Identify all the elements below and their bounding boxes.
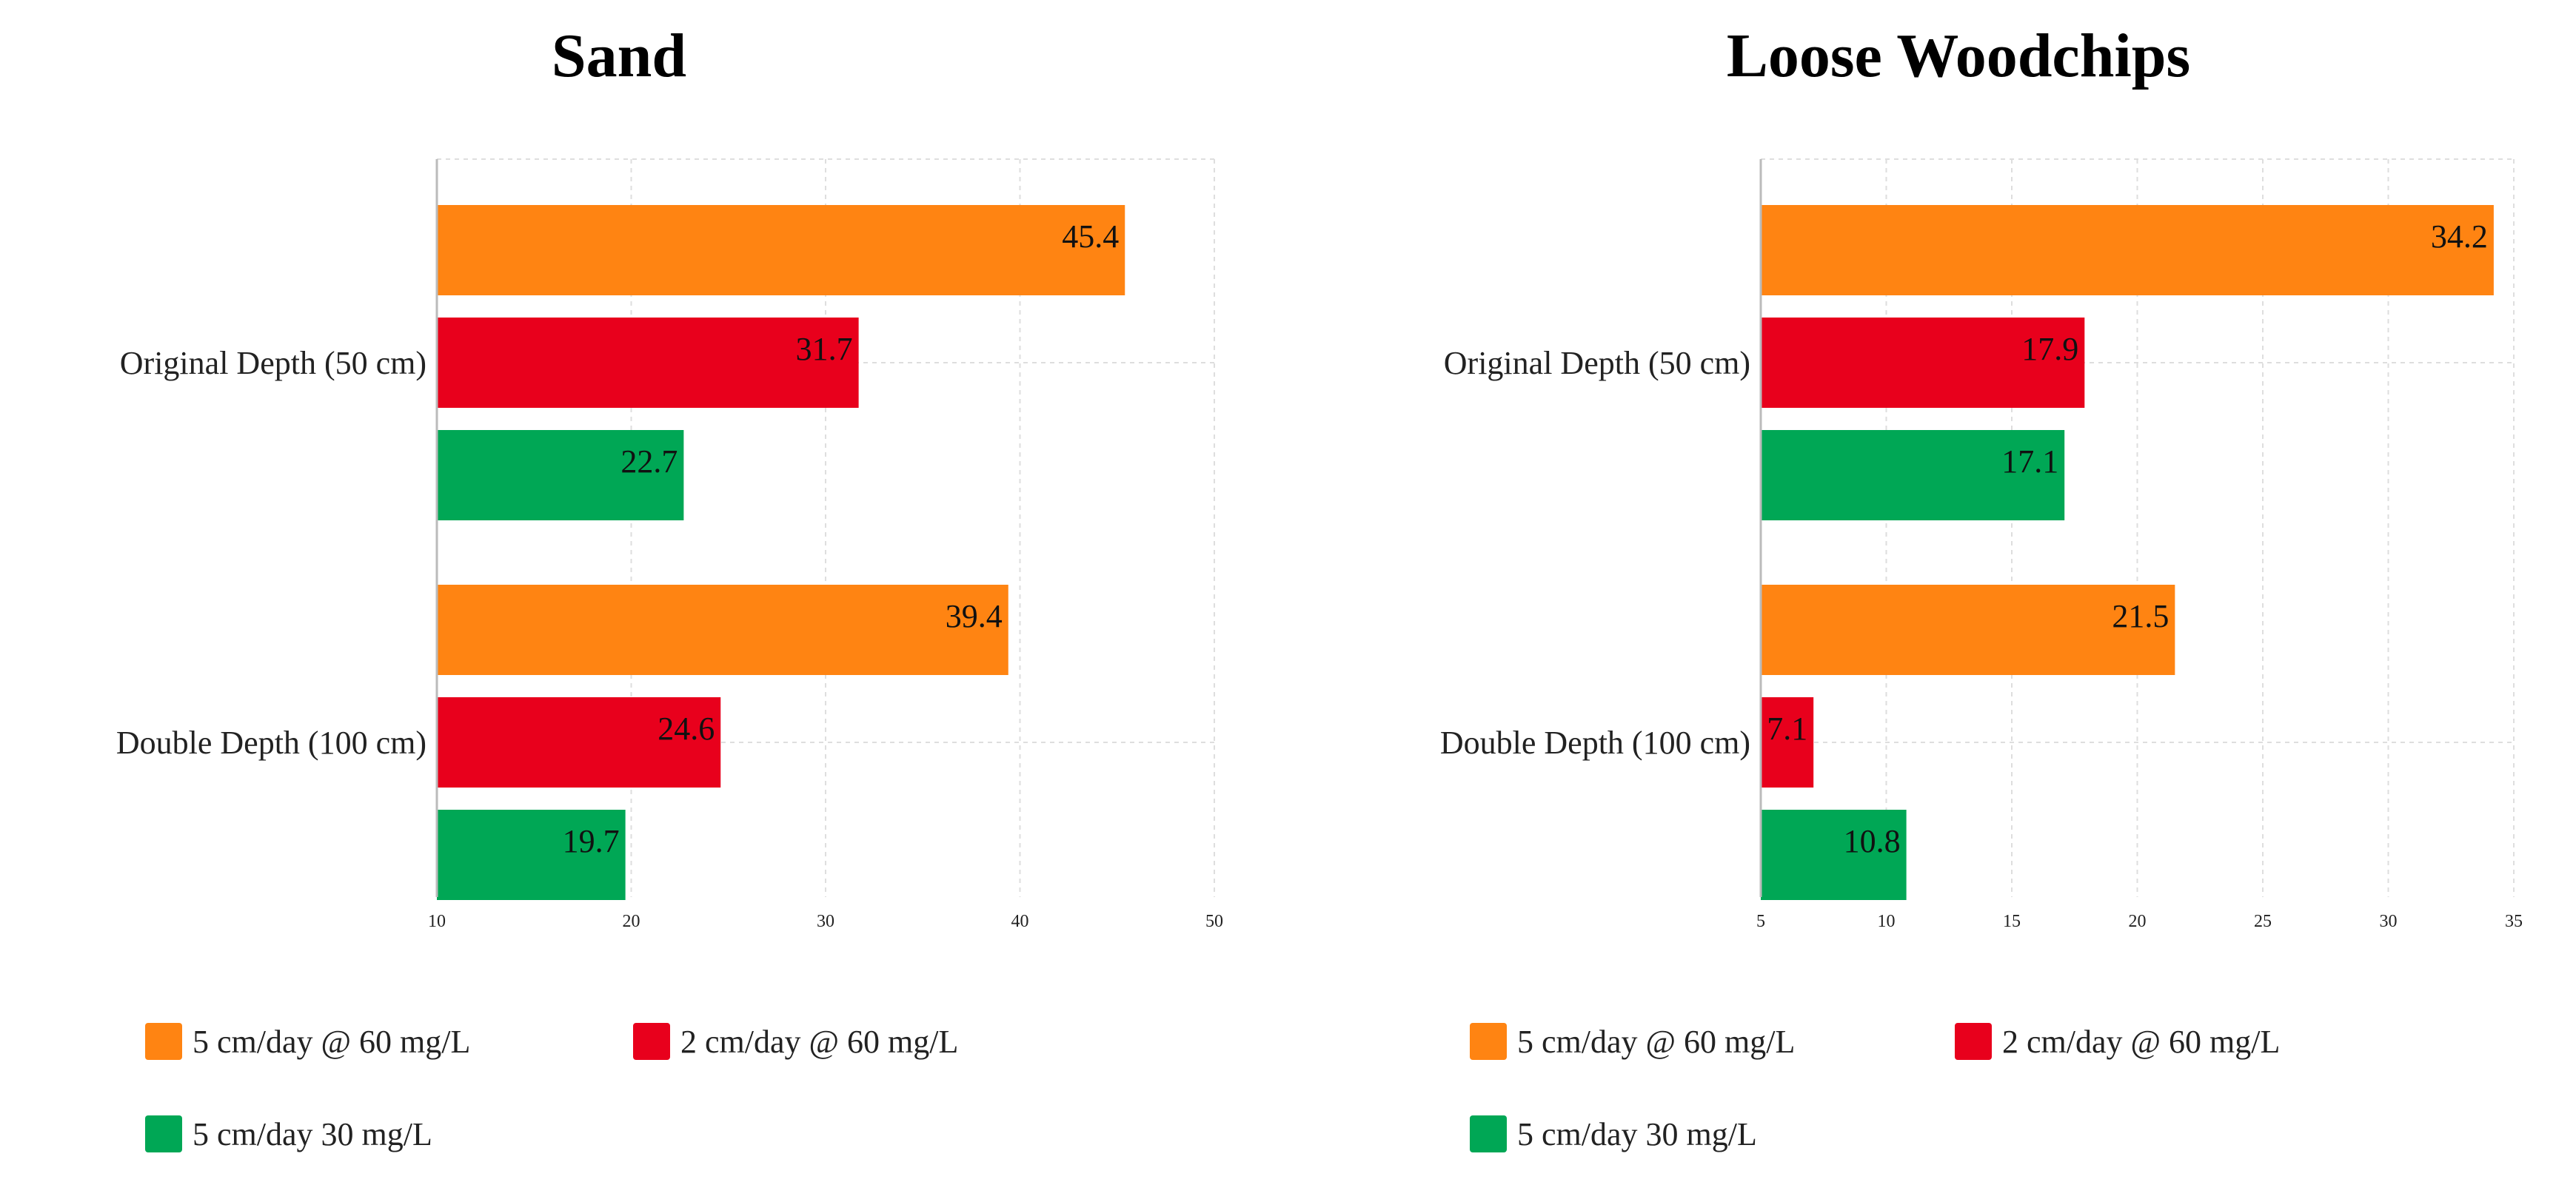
category-label: Double Depth (100 cm) [116,725,426,761]
data-label: 19.7 [563,823,620,859]
bar [1761,430,2065,520]
x-tick-label: 20 [623,912,640,931]
data-label: 7.1 [1767,711,1807,747]
data-label: 17.1 [2001,443,2058,480]
data-label: 21.5 [2112,598,2169,634]
legend-label: 5 cm/day 30 mg/L [1517,1116,1757,1152]
legend-label: 5 cm/day @ 60 mg/L [1517,1024,1795,1060]
x-tick-label: 15 [2003,912,2021,931]
data-label: 31.7 [796,331,853,367]
chart-panel-2: Loose Woodchips 34.2 21.5 17.9 7.1 17.1 10.8 Or… [1440,21,2523,1152]
legend-label: 5 cm/day 30 mg/L [193,1116,432,1152]
chart-panel-1: Sand 45.4 39.4 31.7 24.6 22.7 19.7 Original Dep… [116,21,1223,1152]
data-label: 10.8 [1844,823,1901,859]
data-label: 22.7 [620,443,678,480]
legend-label: 2 cm/day @ 60 mg/L [680,1024,958,1060]
bar [437,810,626,900]
bar [1761,810,1907,900]
x-tick-label: 20 [2129,912,2147,931]
legend-swatch [1470,1115,1507,1152]
bar [1761,585,2175,675]
chart-title: Loose Woodchips [1727,21,2190,90]
x-tick-label: 5 [1756,912,1765,931]
legend-swatch [633,1023,670,1060]
category-label: Original Depth (50 cm) [1444,345,1750,381]
bar [437,318,859,408]
x-tick-label: 50 [1205,912,1223,931]
x-tick-label: 30 [2380,912,2398,931]
legend-label: 5 cm/day @ 60 mg/L [193,1024,470,1060]
data-label: 45.4 [1062,218,1119,255]
bar [437,430,684,520]
x-tick-label: 25 [2254,912,2272,931]
category-label: Double Depth (100 cm) [1440,725,1750,761]
legend-swatch [145,1115,182,1152]
x-tick-label: 10 [1878,912,1896,931]
bar [437,697,721,788]
bar [1761,318,2085,408]
bar [437,585,1008,675]
x-tick-label: 35 [2505,912,2523,931]
bar [1761,205,2494,295]
legend-swatch [145,1023,182,1060]
x-tick-label: 40 [1011,912,1029,931]
bar [437,205,1125,295]
category-label: Original Depth (50 cm) [120,345,426,381]
legend-label: 2 cm/day @ 60 mg/L [2002,1024,2280,1060]
legend-swatch [1470,1023,1507,1060]
data-label: 24.6 [658,711,715,747]
legend-swatch [1955,1023,1992,1060]
bar [1761,697,1814,788]
data-label: 17.9 [2021,331,2078,367]
data-label: 39.4 [946,598,1003,634]
data-label: 34.2 [2431,218,2488,255]
x-tick-label: 30 [817,912,834,931]
chart-title: Sand [552,21,686,90]
x-tick-label: 10 [428,912,446,931]
